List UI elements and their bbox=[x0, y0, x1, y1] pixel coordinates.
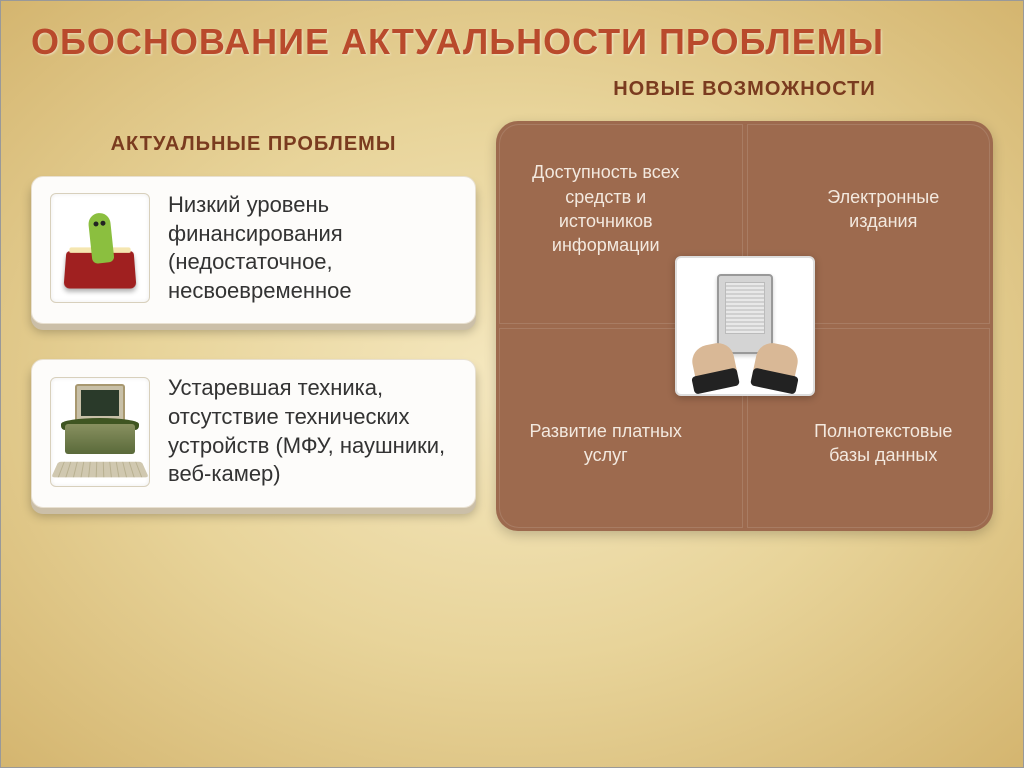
problem-card-funding: Низкий уровень финансирования (недостато… bbox=[31, 176, 476, 324]
problems-column: АКТУАЛЬНЫЕ ПРОБЛЕМЫ Низкий уровень финан… bbox=[31, 78, 476, 543]
problem-text-equipment: Устаревшая техника, отсутствие техническ… bbox=[168, 374, 457, 488]
bookworm-icon bbox=[50, 193, 150, 303]
slide-title: ОБОСНОВАНИЕ АКТУАЛЬНОСТИ ПРОБЛЕМЫ bbox=[31, 21, 993, 63]
opportunities-heading: НОВЫЕ ВОЗМОЖНОСТИ bbox=[496, 78, 993, 101]
problems-heading: АКТУАЛЬНЫЕ ПРОБЛЕМЫ bbox=[31, 133, 476, 156]
opportunities-quadrant: Доступность всех средств и источников ин… bbox=[496, 121, 993, 531]
two-column-layout: АКТУАЛЬНЫЕ ПРОБЛЕМЫ Низкий уровень финан… bbox=[31, 78, 993, 543]
ereader-icon bbox=[675, 256, 815, 396]
problem-text-funding: Низкий уровень финансирования (недостато… bbox=[168, 191, 457, 305]
old-computer-icon bbox=[50, 377, 150, 487]
problem-card-equipment: Устаревшая техника, отсутствие техническ… bbox=[31, 359, 476, 507]
slide-container: ОБОСНОВАНИЕ АКТУАЛЬНОСТИ ПРОБЛЕМЫ АКТУАЛ… bbox=[0, 0, 1024, 768]
opportunities-column: НОВЫЕ ВОЗМОЖНОСТИ Доступность всех средс… bbox=[496, 78, 993, 543]
